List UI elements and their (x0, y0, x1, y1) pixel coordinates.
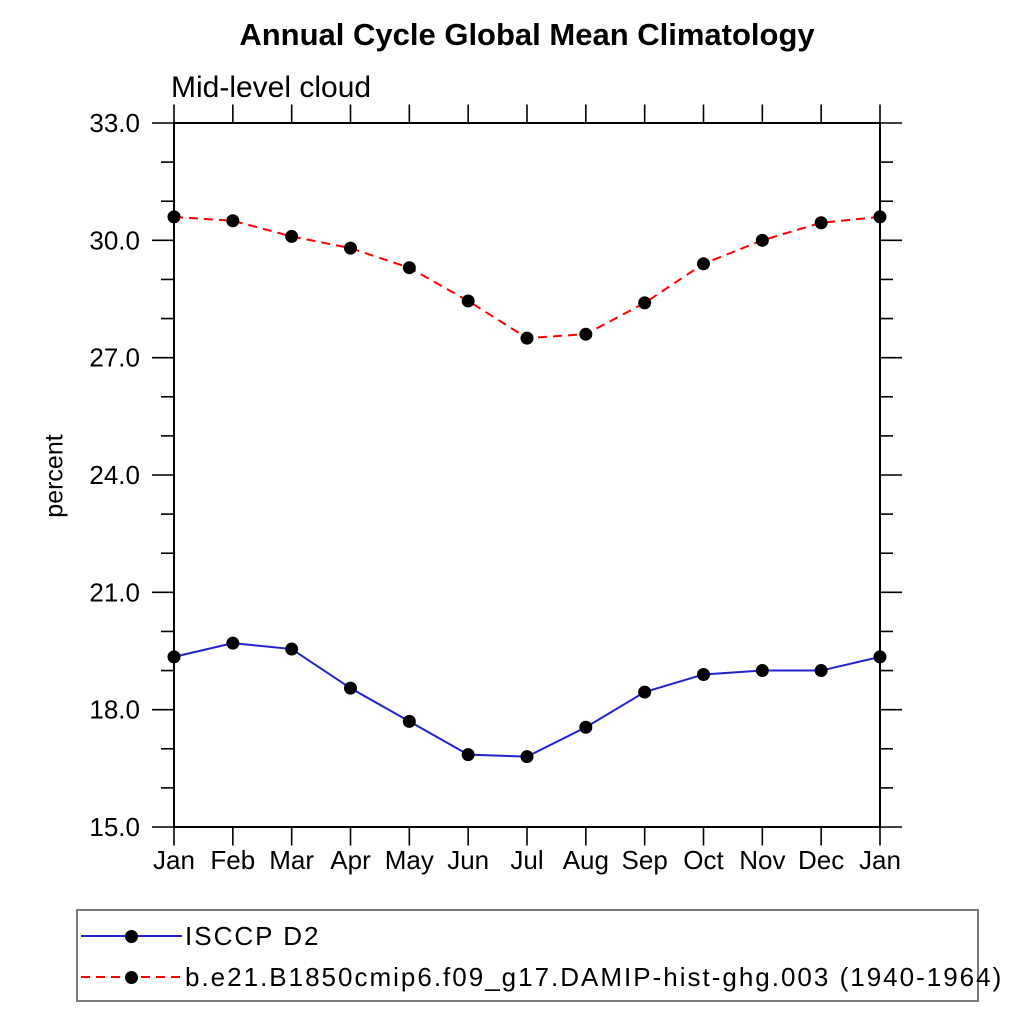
y-tick-label: 18.0 (89, 695, 140, 725)
month-label: Nov (739, 845, 785, 875)
data-point-marker (520, 331, 534, 345)
month-label: May (385, 845, 434, 875)
data-point-marker (461, 294, 475, 308)
data-point-marker (402, 261, 416, 275)
data-point-marker (873, 210, 887, 224)
data-point-marker (285, 229, 299, 243)
month-label: Feb (210, 845, 255, 875)
data-point-marker (461, 748, 475, 762)
data-point-marker (226, 214, 240, 228)
data-point-marker (755, 233, 769, 247)
legend-entry-label: ISCCP D2 (185, 921, 321, 951)
month-label: Jun (447, 845, 489, 875)
chart-subtitle: Mid-level cloud (171, 71, 372, 104)
data-point-marker (167, 210, 181, 224)
month-label: Apr (330, 845, 371, 875)
y-tick-label: 24.0 (89, 460, 140, 490)
y-tick-label: 21.0 (89, 577, 140, 607)
data-point-marker (344, 681, 357, 695)
month-label: Jan (153, 845, 195, 875)
series-line-isccp-d2 (173, 642, 881, 758)
data-point-marker (579, 720, 593, 734)
month-label: Dec (798, 845, 844, 875)
data-point-marker (344, 241, 357, 255)
data-point-marker (520, 750, 534, 764)
data-point-marker (638, 296, 652, 310)
legend-box: ISCCP D2 b.e21.B1850cmip6.f09_g17.DAMIP-h… (76, 909, 1001, 1002)
data-point-marker (402, 714, 416, 728)
month-label: Mar (269, 845, 314, 875)
data-point-marker (697, 667, 710, 681)
data-point-marker (814, 216, 828, 230)
data-point-marker (755, 664, 769, 678)
y-tick-label: 15.0 (89, 812, 140, 842)
month-label: Jan (859, 845, 901, 875)
series-line-model (173, 215, 881, 340)
data-point-marker (285, 642, 299, 656)
month-label: Sep (622, 845, 668, 875)
data-point-marker (814, 664, 828, 678)
data-point-marker (167, 650, 181, 664)
data-point-marker (579, 327, 593, 341)
data-point-marker (638, 685, 652, 699)
plot-frame (173, 122, 881, 828)
axis-ticks (152, 104, 902, 846)
month-label: Oct (683, 845, 724, 875)
data-point-marker (226, 636, 240, 650)
data-series (167, 210, 887, 764)
y-tick-label: 27.0 (89, 343, 140, 373)
legend-entry-label: b.e21.B1850cmip6.f09_g17.DAMIP-hist-ghg.… (185, 962, 1004, 992)
axis-tick-labels: 15.0 18.0 21.0 24.0 27.0 30.0 33.0 Jan Feb Mar Apr… (89, 108, 901, 875)
legend-marker-dot (125, 929, 138, 943)
data-point-marker (697, 257, 710, 271)
y-tick-label: 30.0 (89, 225, 140, 255)
chart-title: Annual Cycle Global Mean Climatology (239, 17, 815, 52)
legend-marker-dot (125, 970, 138, 984)
month-label: Jul (510, 845, 543, 875)
data-point-marker (873, 650, 887, 664)
y-tick-label: 33.0 (89, 108, 140, 138)
plot-area: 15.0 18.0 21.0 24.0 27.0 30.0 33.0 Jan Feb Mar Apr… (89, 104, 902, 875)
month-label: Aug (563, 845, 609, 875)
plot-frame-rect (173, 122, 881, 828)
